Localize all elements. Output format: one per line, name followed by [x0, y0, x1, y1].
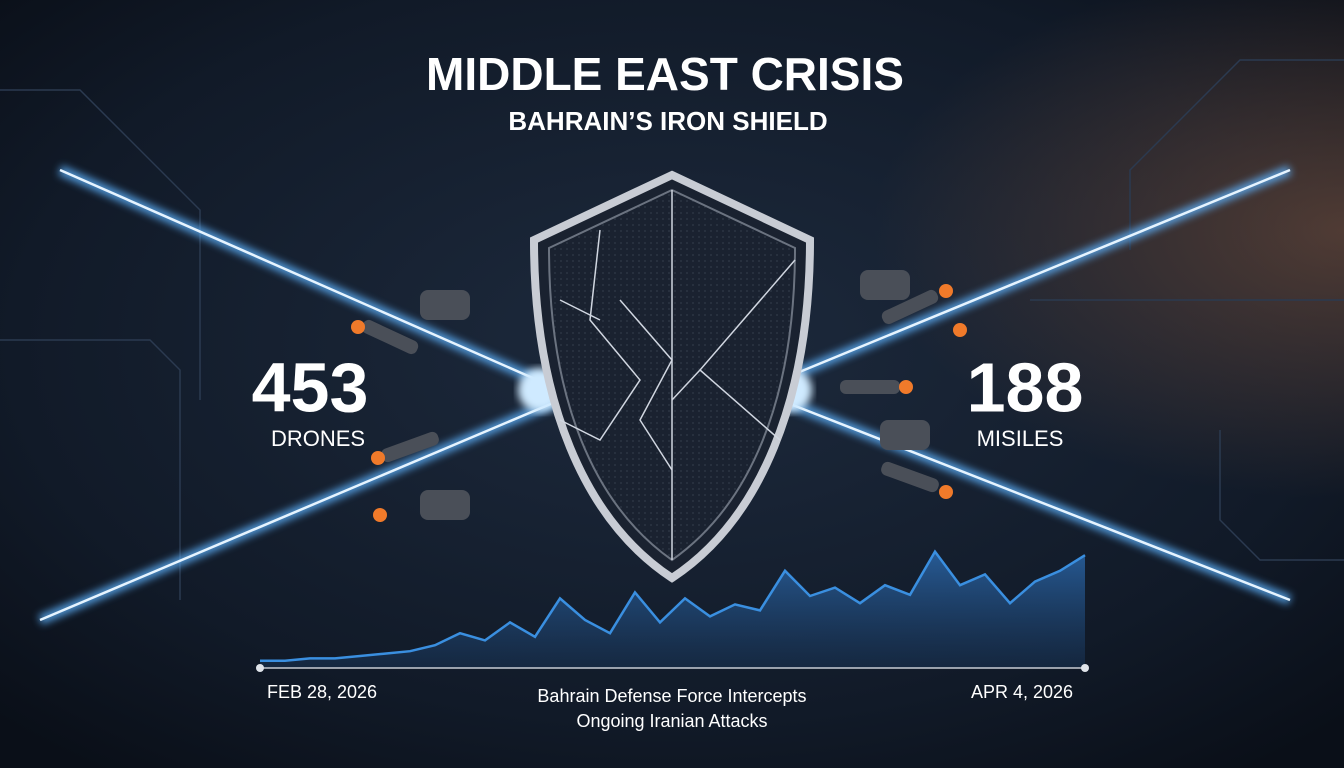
caption-line: Ongoing Iranian Attacks	[576, 711, 767, 731]
caption-line: Bahrain Defense Force Intercepts	[537, 686, 806, 706]
x-tick-label: FEB 28, 2026	[267, 682, 377, 702]
x-tick-label: APR 4, 2026	[971, 682, 1073, 702]
baseline-end	[256, 664, 264, 672]
stat-value: 188	[967, 348, 1084, 426]
title: MIDDLE EAST CRISIS	[426, 48, 904, 100]
circuit-lines	[0, 59, 1344, 600]
stat-value: 453	[252, 348, 369, 426]
stat-label: DRONES	[271, 426, 365, 451]
projectiles	[351, 270, 967, 522]
stat-label: MISILES	[977, 426, 1064, 451]
baseline-end	[1081, 664, 1089, 672]
trend-chart: FEB 28, 2026 APR 4, 2026	[256, 549, 1089, 702]
shield	[529, 170, 815, 583]
area-fill	[260, 551, 1085, 668]
trend-line	[260, 549, 1086, 663]
subtitle: BAHRAIN’S IRON SHIELD	[508, 106, 827, 136]
